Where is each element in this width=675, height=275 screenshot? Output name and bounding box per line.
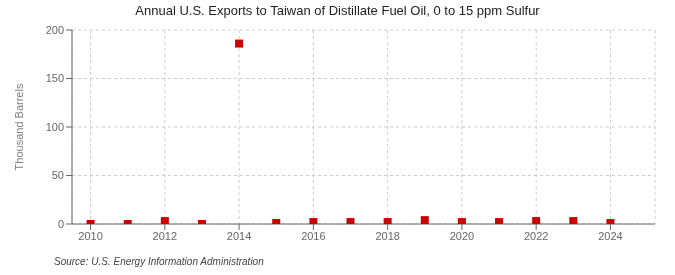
html-text:Annual U.S. Exports to Taiwan: Annual U.S. Exports to Taiwan of Distill… <box>135 3 540 18</box>
svg-text:2010: 2010 <box>78 230 102 242</box>
svg-text:200: 200 <box>46 24 64 36</box>
html-text:Source: U.S. Energy Informatio: Source: U.S. Energy Information Administ… <box>54 256 264 267</box>
svg-text:2020: 2020 <box>450 230 474 242</box>
svg-text:Thousand Barrels: Thousand Barrels <box>13 83 25 170</box>
svg-text:2018: 2018 <box>375 230 399 242</box>
svg-text:0: 0 <box>58 218 64 230</box>
svg-text:100: 100 <box>46 121 64 133</box>
svg-text:50: 50 <box>52 169 64 181</box>
svg-text:2022: 2022 <box>524 230 548 242</box>
svg-text:2012: 2012 <box>153 230 177 242</box>
svg-text:2024: 2024 <box>598 230 622 242</box>
svg-text:150: 150 <box>46 72 64 84</box>
svg-text:2016: 2016 <box>301 230 325 242</box>
svg-text:2014: 2014 <box>227 230 251 242</box>
